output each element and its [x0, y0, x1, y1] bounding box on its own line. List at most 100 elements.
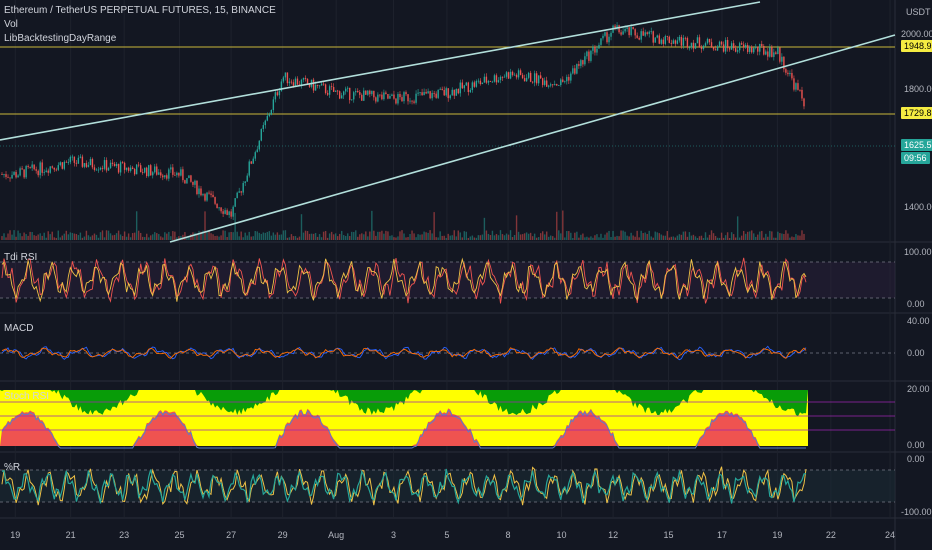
candle: [107, 166, 110, 172]
candle: [755, 43, 757, 50]
candle: [47, 168, 49, 176]
volume-bar: [499, 230, 502, 240]
candle: [71, 154, 74, 161]
candle: [206, 191, 208, 202]
volume-bar: [139, 232, 142, 240]
volume-bar: [276, 232, 279, 240]
volume-bar: [779, 233, 781, 240]
volume-bar: [584, 237, 586, 240]
candle: [696, 34, 699, 44]
candle: [566, 74, 568, 85]
candle: [546, 76, 548, 87]
candle: [578, 60, 580, 69]
candle: [443, 86, 445, 97]
candle: [170, 164, 172, 173]
candle: [37, 169, 39, 178]
volume-bar: [708, 234, 711, 240]
volume-bar: [409, 234, 411, 240]
candle: [747, 42, 749, 54]
candle: [525, 74, 528, 82]
volume-bar: [63, 233, 66, 240]
candle: [648, 30, 650, 38]
willr-pane-title[interactable]: %R: [4, 462, 21, 473]
candle: [142, 168, 144, 175]
candle: [93, 164, 96, 172]
candle: [349, 87, 351, 104]
volume-bar: [638, 237, 640, 240]
candle: [260, 128, 262, 142]
channel-lower-trendline[interactable]: [169, 34, 896, 243]
time-axis-label: 25: [174, 530, 185, 540]
candle: [355, 88, 357, 96]
candle: [312, 77, 315, 93]
candle: [437, 89, 439, 100]
candle: [262, 122, 264, 132]
candle: [224, 207, 226, 215]
candle: [757, 46, 759, 56]
symbol-title[interactable]: Ethereum / TetherUS PERPETUAL FUTURES, 1…: [4, 5, 276, 16]
candle: [81, 154, 84, 168]
volume-bar: [131, 233, 134, 240]
volume-bar: [497, 235, 500, 240]
candle: [771, 44, 773, 58]
volume-bar: [477, 235, 480, 240]
indicator-lib-label[interactable]: LibBacktestingDayRange: [4, 33, 117, 44]
volume-bar: [288, 237, 291, 240]
candle: [25, 164, 27, 179]
candle: [686, 36, 689, 50]
volume-bar: [170, 236, 172, 240]
candle: [194, 179, 196, 189]
indicator-vol-label[interactable]: Vol: [4, 19, 18, 30]
volume-bar: [676, 235, 679, 240]
volume-bar: [544, 234, 546, 240]
candle: [103, 157, 106, 171]
volume-bar: [628, 236, 630, 240]
candle: [328, 84, 331, 98]
volume-bar: [539, 233, 542, 240]
volume-bar: [489, 235, 492, 240]
stoch-pane-title[interactable]: Stoch RSI: [4, 391, 50, 402]
stoch-rsi-area: [0, 390, 808, 449]
candle: [192, 181, 194, 187]
candle: [318, 85, 321, 89]
macd-pane-title[interactable]: MACD: [4, 323, 34, 334]
volume-bar: [278, 234, 281, 240]
candle: [160, 169, 162, 179]
volume-bar: [353, 232, 355, 240]
volume-bar: [15, 236, 17, 240]
volume-bar: [634, 236, 636, 240]
stoch-tick-0: 0.00: [907, 440, 925, 450]
volume-bar: [316, 236, 319, 240]
volume-bar: [726, 232, 729, 240]
time-axis-label: 3: [390, 530, 396, 540]
channel-upper-trendline[interactable]: [0, 1, 761, 141]
volume-bar: [357, 236, 359, 240]
candle: [83, 162, 86, 169]
volume-bar: [588, 237, 590, 240]
candle: [200, 185, 202, 197]
candle: [133, 167, 136, 176]
candle: [594, 45, 596, 56]
candle: [115, 162, 118, 169]
volume-bar: [240, 231, 242, 240]
volume-bar: [636, 230, 638, 240]
candle: [139, 162, 142, 173]
candle: [172, 163, 174, 178]
candle: [373, 90, 375, 101]
volume-bar: [310, 233, 313, 240]
volume-bar: [127, 233, 130, 240]
oscillator-line: [1, 468, 807, 505]
candle: [513, 72, 516, 76]
candle: [316, 84, 319, 89]
rsi-pane-title[interactable]: Tdi RSI: [4, 252, 38, 263]
volume-bar: [714, 235, 717, 240]
volume-bar: [720, 232, 723, 240]
volume-bar: [202, 230, 204, 240]
volume-bar: [680, 234, 683, 240]
candle: [365, 90, 367, 95]
candle: [296, 76, 299, 85]
volume-bar: [294, 236, 297, 240]
candle: [716, 44, 719, 52]
volume-bar: [206, 232, 208, 240]
